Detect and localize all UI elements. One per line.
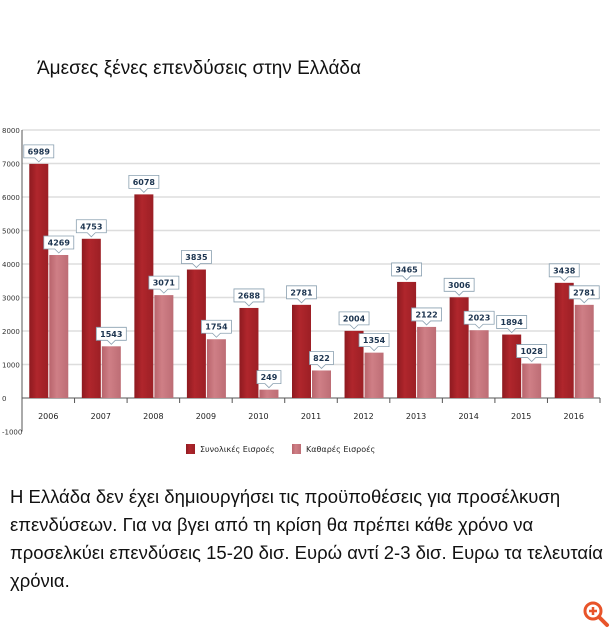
data-label: 1754 — [205, 323, 228, 332]
data-label: 1354 — [363, 336, 386, 345]
bar-net-inflows — [154, 295, 174, 398]
data-label-box — [516, 344, 548, 363]
bar-total-inflows — [186, 269, 206, 398]
bar-net-inflows — [259, 389, 279, 398]
data-label-box — [358, 333, 390, 352]
y-tick-label: 3000 — [2, 295, 20, 303]
y-tick-label: -1000 — [2, 429, 22, 437]
bar-total-inflows — [134, 194, 154, 398]
data-label: 4753 — [80, 222, 102, 231]
y-tick-label: 4000 — [2, 261, 20, 269]
data-label: 2781 — [573, 288, 596, 297]
x-tick-label: 2013 — [406, 412, 426, 421]
legend-label: Καθαρές Εισροές — [306, 444, 375, 454]
data-label: 3465 — [395, 265, 418, 274]
data-label-box — [181, 250, 212, 269]
data-label: 2781 — [290, 288, 313, 297]
data-label: 3438 — [553, 266, 576, 275]
data-label: 249 — [261, 373, 278, 382]
data-label-box — [128, 174, 160, 193]
x-tick-label: 2011 — [301, 412, 321, 421]
data-label: 4269 — [48, 238, 71, 247]
data-label: 822 — [313, 354, 330, 363]
legend-label: Συνολικές Εισροές — [200, 444, 275, 454]
data-label: 2004 — [343, 314, 366, 323]
data-label-box — [43, 235, 75, 254]
bar-net-inflows — [49, 254, 69, 398]
y-tick-label: 6000 — [2, 194, 20, 202]
data-label-box — [338, 311, 370, 330]
data-label-box — [75, 219, 107, 238]
data-label: 1543 — [100, 330, 122, 339]
bar-total-inflows — [344, 330, 364, 398]
x-tick-label: 2010 — [248, 412, 268, 421]
data-label: 6078 — [133, 178, 156, 187]
data-label: 3071 — [153, 279, 176, 288]
data-label-box — [391, 262, 422, 281]
y-tick-label: 0 — [2, 395, 6, 403]
bar-total-inflows — [292, 304, 311, 398]
bar-chart: -1000 0 1000 2000 3000 4000 5000 6000 7000 8000 20… — [2, 127, 601, 454]
data-label-box — [548, 263, 580, 282]
data-label-box — [568, 285, 600, 304]
y-tick-label: 1000 — [2, 362, 20, 370]
legend-swatch — [186, 444, 195, 454]
y-tick-label: 5000 — [2, 228, 20, 236]
bar-net-inflows — [364, 352, 384, 398]
bar-total-inflows — [81, 238, 101, 398]
data-label: 2122 — [415, 310, 437, 319]
data-label-box — [256, 370, 282, 389]
bar-net-inflows — [101, 346, 121, 398]
data-label-box — [286, 285, 317, 304]
data-label-box — [201, 319, 232, 338]
y-tick-label: 2000 — [2, 328, 20, 336]
bar-net-inflows — [417, 326, 437, 398]
bar-net-inflows — [206, 339, 226, 398]
y-tick-label: 8000 — [2, 127, 20, 135]
data-label-box — [309, 351, 334, 370]
data-label: 2023 — [468, 314, 490, 323]
data-label: 6989 — [28, 147, 51, 156]
y-tick-label: 7000 — [2, 161, 20, 169]
data-label-box — [95, 326, 127, 345]
x-tick-label: 2007 — [91, 412, 111, 421]
bar-net-inflows — [574, 304, 594, 398]
x-tick-label: 2006 — [38, 412, 58, 421]
bar-total-inflows — [554, 282, 574, 398]
x-tick-label: 2015 — [511, 412, 531, 421]
x-tick-label: 2014 — [458, 412, 478, 421]
data-label: 1028 — [521, 347, 544, 356]
bar-total-inflows — [502, 334, 522, 398]
data-label-box — [411, 307, 442, 326]
x-tick-label: 2012 — [353, 412, 373, 421]
data-label-box — [463, 310, 495, 329]
data-label-box — [233, 288, 265, 307]
bar-total-inflows — [239, 307, 259, 398]
bar-net-inflows — [522, 363, 542, 398]
data-label-box — [496, 315, 528, 334]
data-label: 2688 — [238, 291, 261, 300]
data-label: 3835 — [185, 253, 208, 262]
caption-text: Η Ελλάδα δεν έχει δημιουργήσει τις προϋπ… — [10, 486, 603, 591]
bar-total-inflows — [397, 281, 417, 398]
data-label-box — [148, 275, 180, 294]
data-label-box — [23, 144, 55, 163]
bar-total-inflows — [29, 163, 49, 398]
x-tick-label: 2008 — [143, 412, 163, 421]
x-tick-label: 2009 — [196, 412, 216, 421]
bar-net-inflows — [469, 330, 489, 398]
data-label-box — [443, 277, 475, 296]
legend-swatch — [292, 444, 301, 454]
x-tick-label: 2016 — [564, 412, 584, 421]
data-label: 1894 — [501, 318, 524, 327]
data-label: 3006 — [448, 281, 471, 290]
zoom-in-icon[interactable] — [582, 600, 610, 628]
chart-title: Άμεσες ξένες επενδύσεις στην Ελλάδα — [37, 58, 361, 79]
bar-net-inflows — [312, 370, 331, 398]
